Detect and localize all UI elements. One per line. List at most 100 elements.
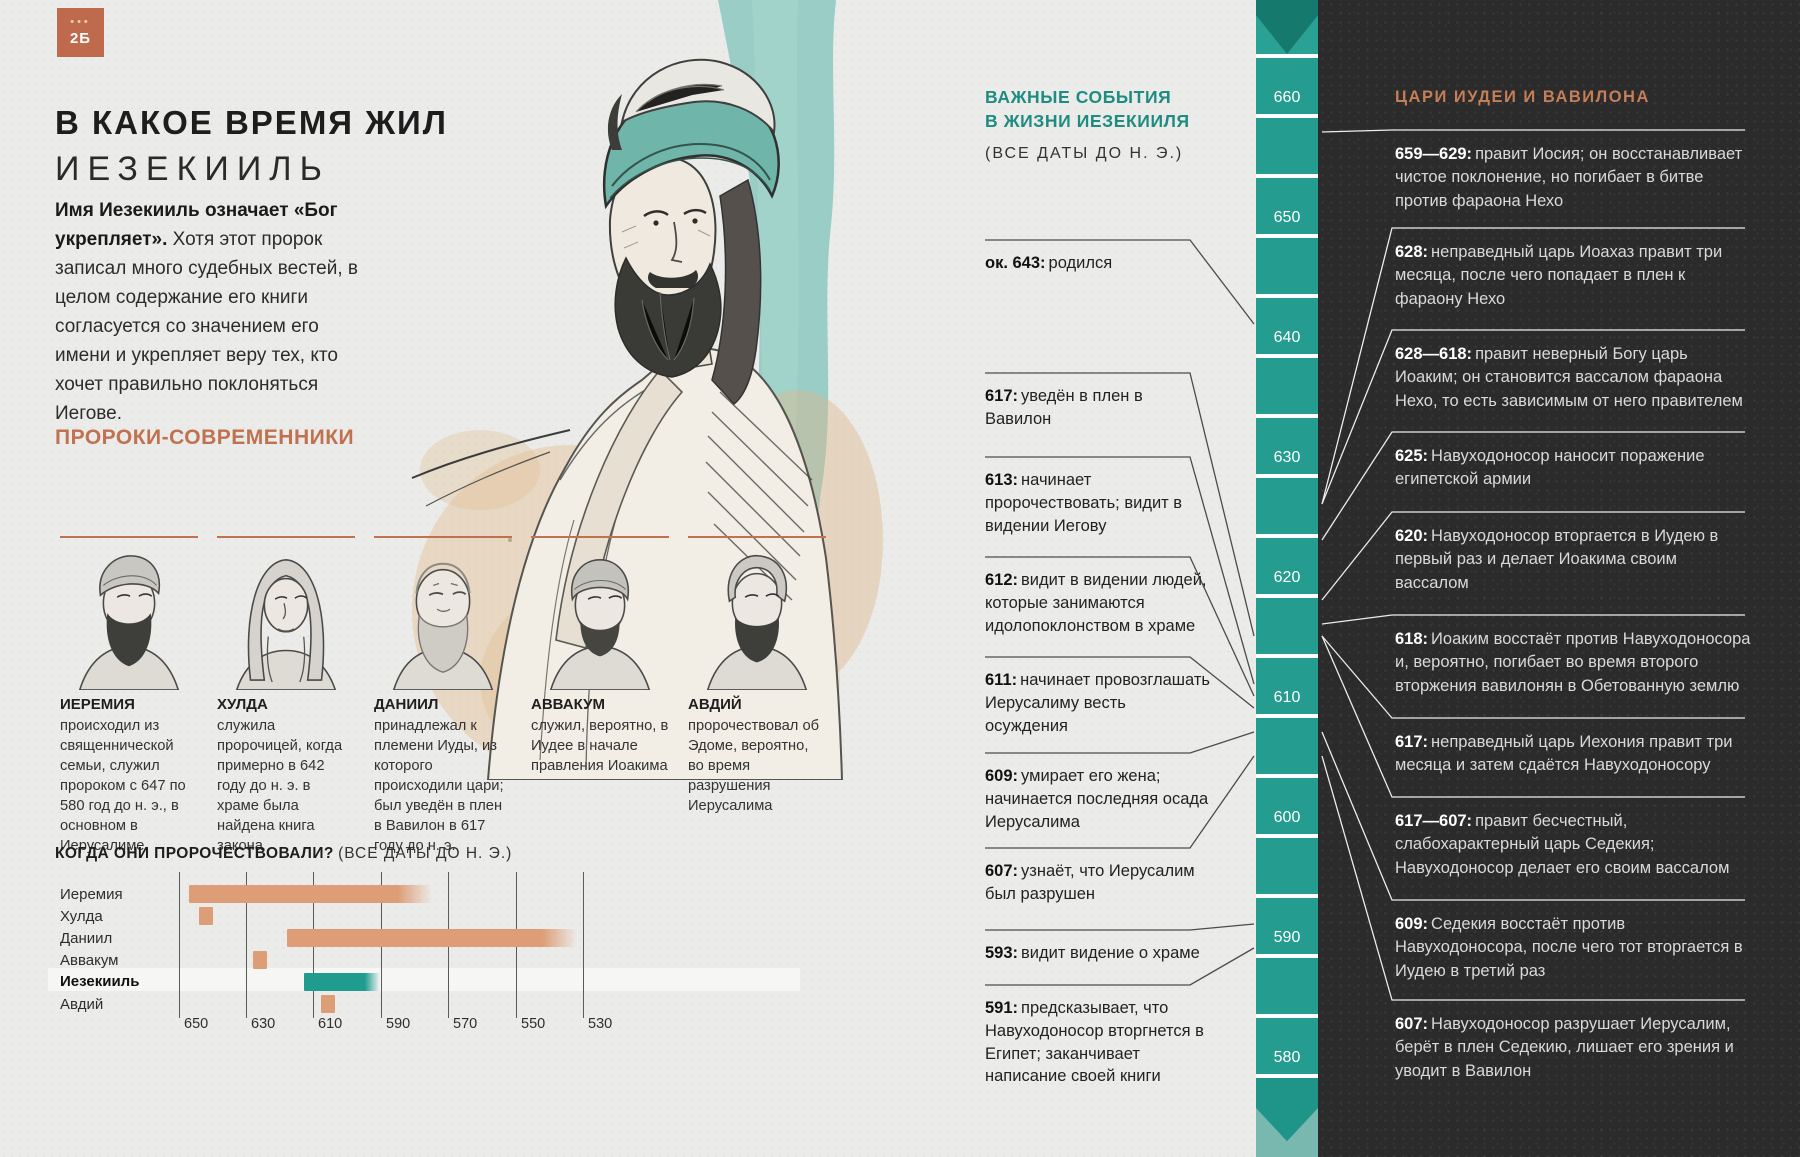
king-date: 628—618:	[1395, 345, 1473, 363]
prophet-card-huldah: ХУЛДА служила пророчицей, когда примерно…	[217, 536, 355, 857]
accent-rule	[688, 536, 826, 538]
timeline-bottom-arrow-icon	[1256, 1078, 1318, 1157]
event-text: предсказывает, что Навуходоносор вторгне…	[985, 999, 1204, 1086]
events-heading: ВАЖНЫЕ СОБЫТИЯ В ЖИЗНИ ИЕЗЕКИИЛЯ	[985, 86, 1190, 133]
event-date: 612:	[985, 571, 1019, 589]
king-item-609: 609: Седекия восстаёт против Навуходоносо…	[1395, 913, 1753, 983]
event-item-643: ок. 643: родился	[985, 252, 1213, 275]
kings-heading: ЦАРИ ИУДЕИ И ВАВИЛОНА	[1395, 88, 1650, 106]
timeline-segment	[1256, 838, 1318, 894]
event-item-593: 593: видит видение о храме	[985, 942, 1213, 965]
event-item-611: 611: начинает провозглашать Иерусалиму ве…	[985, 669, 1213, 737]
timeline-segment	[1256, 718, 1318, 774]
axis-label: 530	[588, 1016, 613, 1032]
events-heading-line2: В ЖИЗНИ ИЕЗЕКИИЛЯ	[985, 110, 1190, 131]
portrait-huldah-icon	[235, 559, 337, 690]
events-heading-line1: ВАЖНЫЕ СОБЫТИЯ	[985, 87, 1172, 107]
prophet-description: происходил из священнической семьи, служ…	[60, 718, 186, 854]
accent-rule	[374, 536, 512, 538]
chart-title-bold: КОГДА ОНИ ПРОРОЧЕСТВОВАЛИ?	[55, 845, 334, 862]
connector-event-593	[985, 923, 1255, 931]
gridline-630	[246, 872, 247, 1018]
prophet-name: ХУЛДА	[217, 696, 268, 713]
timeline-segment-620: 620	[1256, 538, 1318, 594]
event-text: родился	[1048, 254, 1113, 272]
event-date: 593:	[985, 944, 1019, 962]
king-date: 659—629:	[1395, 145, 1473, 163]
timeline-segment	[1256, 358, 1318, 414]
timeline-segment-640: 640	[1256, 298, 1318, 354]
page-badge: ••• 2Б	[57, 8, 104, 57]
event-text: узнаёт, что Иерусалим был разрушен	[985, 862, 1195, 903]
event-item-609: 609: умирает его жена; начинается последн…	[985, 765, 1213, 833]
timeline-segment	[1256, 118, 1318, 174]
timeline-segment-660: 660	[1256, 58, 1318, 114]
chart-row-label: Иеремия	[60, 886, 123, 903]
king-item-625: 625: Навуходоносор наносит поражение егип…	[1395, 445, 1753, 492]
prophet-description: служила пророчицей, когда примерно в 642…	[217, 718, 343, 854]
timeline-segment	[1256, 598, 1318, 654]
badge-label: 2Б	[69, 30, 92, 47]
king-text: Иоаким восстаёт против Навуходоносора и,…	[1395, 630, 1751, 695]
event-date: 607:	[985, 862, 1019, 880]
bar-habakkuk	[253, 951, 267, 969]
prophet-description: служил, вероятно, в Иудее в начале правл…	[531, 718, 669, 774]
event-item-607: 607: узнаёт, что Иерусалим был разрушен	[985, 860, 1213, 906]
king-item-618: 618: Иоаким восстаёт против Навуходоносор…	[1395, 628, 1753, 698]
axis-label: 550	[521, 1016, 546, 1032]
king-text: Навуходоносор вторгается в Иудею в первы…	[1395, 527, 1719, 592]
axis-label: 630	[251, 1016, 276, 1032]
bar-jeremiah	[189, 885, 432, 903]
king-item-659-629: 659—629: правит Иосия; он восстанавливает…	[1395, 143, 1753, 213]
timeline-segment-580: 580	[1256, 1018, 1318, 1074]
king-text: Навуходоносор наносит поражение египетск…	[1395, 447, 1705, 489]
king-item-617-607: 617—607: правит бесчестный, слабохарактер…	[1395, 810, 1753, 880]
event-item-591: 591: предсказывает, что Навуходоносор вто…	[985, 997, 1213, 1088]
event-date: 617:	[985, 387, 1019, 405]
timeline-segment-610: 610	[1256, 658, 1318, 714]
timeline-segment-650: 650	[1256, 178, 1318, 234]
events-note: (ВСЕ ДАТЫ ДО Н. Э.)	[985, 145, 1184, 162]
chart-row-label: Авдий	[60, 996, 104, 1013]
prophet-name: ИЕРЕМИЯ	[60, 696, 135, 713]
prophet-card-habakkuk: АВВАКУМ служил, вероятно, в Иудее в нача…	[531, 536, 669, 777]
prophet-description: пророчествовал об Эдоме, вероятно, во вр…	[688, 718, 820, 814]
king-date: 609:	[1395, 915, 1429, 933]
bar-daniel	[287, 929, 577, 947]
king-date: 617—607:	[1395, 812, 1473, 830]
prophet-card-daniel: ДАНИИЛ принадлежал к племени Иуды, из ко…	[374, 536, 512, 857]
event-item-613: 613: начинает пророчествовать; видит в ви…	[985, 469, 1213, 537]
intro-lead-bold: Имя Иезекииль означает «Бог укрепляет».	[55, 200, 338, 251]
timeline-segment	[1256, 478, 1318, 534]
event-text: видит в видении людей, которые занимаютс…	[985, 571, 1207, 635]
gridline-650	[179, 872, 180, 1018]
portrait-habakkuk-icon	[549, 559, 651, 690]
bar-huldah	[199, 907, 213, 925]
prophet-name: АВДИЙ	[688, 696, 742, 713]
king-date: 618:	[1395, 630, 1429, 648]
page-title-line1: В КАКОЕ ВРЕМЯ ЖИЛ	[55, 104, 448, 141]
event-text: видит видение о храме	[1021, 944, 1200, 962]
axis-label: 590	[386, 1016, 411, 1032]
prophet-description: принадлежал к племени Иуды, из которого …	[374, 718, 504, 854]
portrait-daniel-icon	[392, 562, 494, 690]
event-text: умирает его жена; начинается последняя о…	[985, 767, 1209, 831]
accent-rule	[217, 536, 355, 538]
timeline-segment	[1256, 958, 1318, 1014]
event-date: 611:	[985, 671, 1018, 689]
prophet-card-obadiah: АВДИЙ пророчествовал об Эдоме, вероятно,…	[688, 536, 826, 817]
event-text: начинает провозглашать Иерусалиму весть …	[985, 671, 1211, 735]
timeline-segment-600: 600	[1256, 778, 1318, 834]
chart-row-label: Аввакум	[60, 952, 119, 969]
axis-label: 650	[184, 1016, 209, 1032]
king-item-628: 628: неправедный царь Иоахаз правит три м…	[1395, 241, 1753, 311]
axis-label: 570	[453, 1016, 478, 1032]
portrait-obadiah-icon	[706, 555, 808, 690]
prophets-heading: ПРОРОКИ-СОВРЕМЕННИКИ	[55, 426, 355, 449]
intro-paragraph: Имя Иезекииль означает «Бог укрепляет». …	[55, 196, 379, 429]
king-item-628-618: 628—618: правит неверный Богу царь Иоаким…	[1395, 343, 1753, 413]
king-text: Навуходоносор разрушает Иерусалим, берёт…	[1395, 1015, 1734, 1080]
king-date: 628:	[1395, 243, 1429, 261]
chart-row-label: Хулда	[60, 908, 103, 925]
king-item-620: 620: Навуходоносор вторгается в Иудею в п…	[1395, 525, 1753, 595]
